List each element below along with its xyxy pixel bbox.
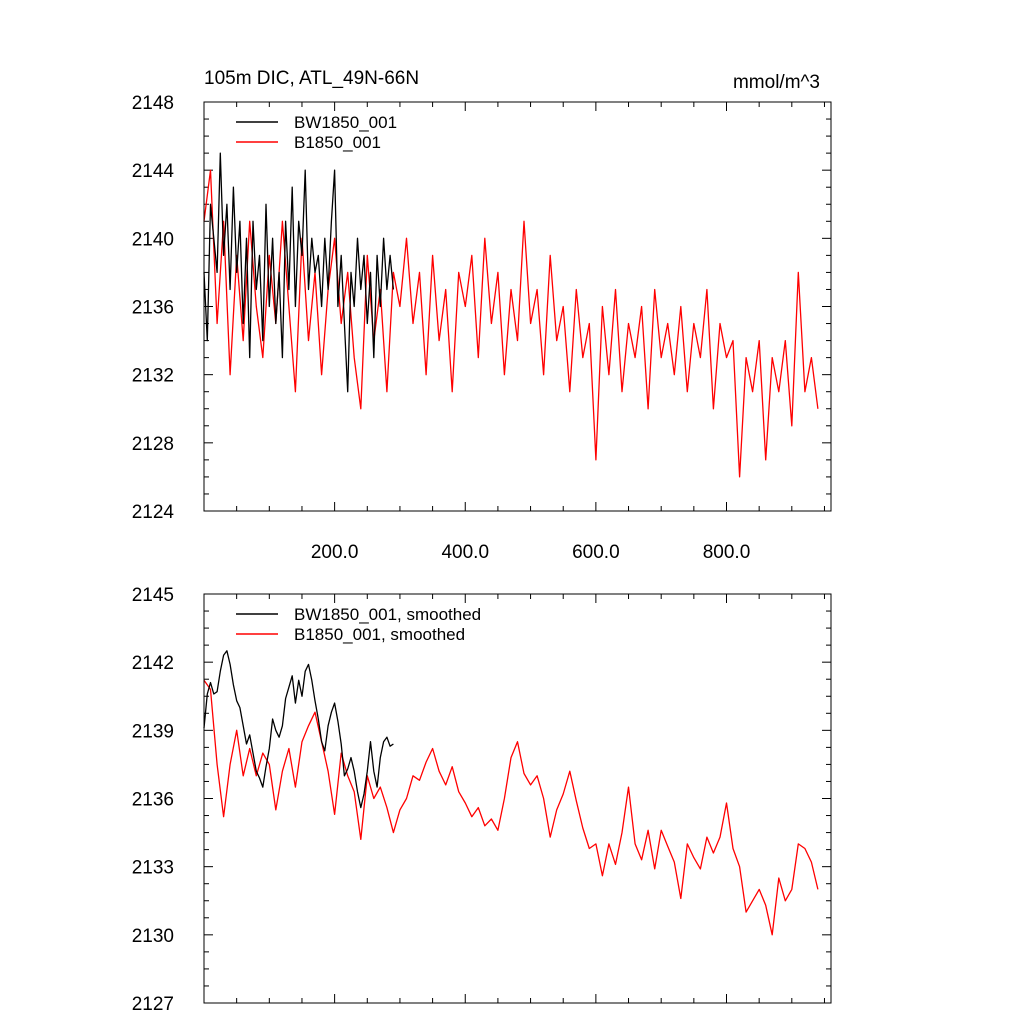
y-tick-label: 2132 [132, 366, 174, 387]
y-tick-label: 2133 [132, 858, 174, 879]
series-line [203, 152, 395, 393]
axis-ticks: 2127 2130 2133 2136 2139 2142 2145 [132, 585, 831, 1015]
x-tick-label: 600.0 [572, 542, 620, 563]
raw-panel: 105m DIC, ATL_49N-66N mmol/m^3 212421282… [132, 68, 832, 563]
y-tick-label: 2148 [132, 93, 174, 114]
series-line [203, 679, 819, 936]
y-tick-label: 2139 [132, 721, 174, 742]
legend-label: B1850_001 [294, 133, 381, 152]
plot-frame [203, 101, 832, 512]
units-label: mmol/m^3 [733, 72, 820, 93]
y-tick-label: 2136 [132, 298, 174, 319]
x-tick-label: 800.0 [703, 542, 751, 563]
y-tick-label: 2136 [132, 790, 174, 811]
chart-title: 105m DIC, ATL_49N-66N [204, 68, 419, 89]
legend-label: BW1850_001 [294, 113, 397, 132]
y-tick-label: 2145 [132, 585, 174, 606]
legend-label: BW1850_001, smoothed [294, 605, 481, 624]
y-tick-label: 2130 [132, 926, 174, 947]
axis-ticks: 2124 2128 2132 2136 2140 2144 2148 200.0 400.0 60… [132, 93, 831, 563]
x-tick-label: 400.0 [441, 542, 489, 563]
legend-label: B1850_001, smoothed [294, 625, 465, 644]
y-tick-label: 2124 [132, 502, 175, 523]
series-line [203, 169, 819, 478]
y-tick-label: 2127 [132, 994, 174, 1015]
plot-lines [203, 152, 819, 478]
y-tick-label: 2142 [132, 653, 174, 674]
y-tick-label: 2140 [132, 229, 174, 250]
x-tick-label: 200.0 [311, 542, 359, 563]
y-tick-label: 2128 [132, 434, 174, 455]
smoothed-panel: 2127 2130 2133 2136 2139 2142 2145 BW1850_001,… [132, 585, 832, 1015]
series-line [203, 650, 394, 809]
y-tick-label: 2144 [132, 161, 175, 182]
plot-lines [203, 650, 819, 936]
plot-frame [203, 593, 832, 1004]
